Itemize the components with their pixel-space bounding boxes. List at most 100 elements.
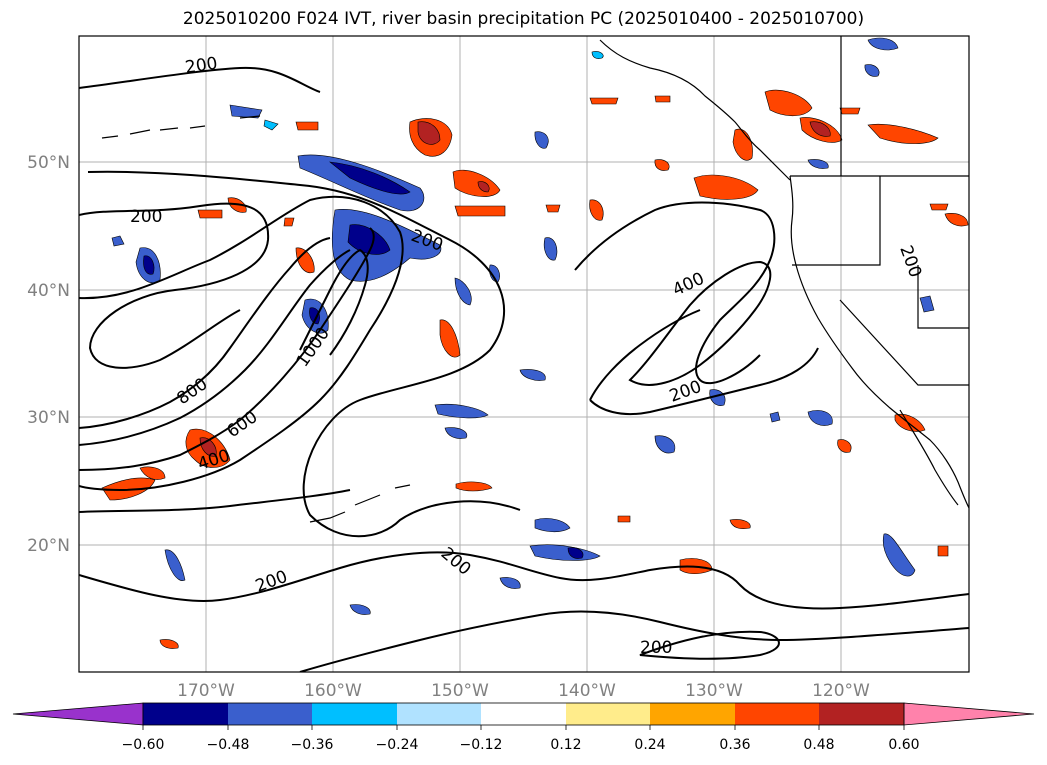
anomaly-patch bbox=[867, 123, 939, 144]
anomaly-patch bbox=[519, 369, 546, 381]
ivt-contour-400 bbox=[79, 227, 375, 471]
colorbar-tick-label: −0.12 bbox=[460, 737, 503, 753]
lat-label-20: 20°N bbox=[27, 536, 70, 556]
negative-anomaly-patches bbox=[111, 37, 935, 615]
anomaly-patch bbox=[617, 515, 631, 523]
anomaly-patch bbox=[929, 203, 949, 211]
colorbar-swatch bbox=[143, 703, 228, 725]
colorbar-tick-label: 0.36 bbox=[719, 737, 750, 753]
anomaly-patch bbox=[329, 161, 411, 195]
anomaly-patch bbox=[283, 217, 295, 227]
anomaly-patch bbox=[263, 119, 279, 131]
ivt-contour-200-bottom bbox=[639, 630, 780, 660]
anomaly-patch bbox=[839, 107, 861, 115]
anomaly-patch bbox=[693, 174, 759, 200]
anomaly-patch bbox=[295, 121, 319, 131]
ivt-contour-200-main bbox=[87, 170, 521, 538]
colorbar-swatch bbox=[481, 703, 566, 725]
lon-label-130w: 130°W bbox=[685, 681, 743, 701]
lat-label-30: 30°N bbox=[27, 408, 70, 428]
anomaly-patch bbox=[589, 199, 604, 221]
map-title: 2025010200 F024 IVT, river basin precipi… bbox=[182, 9, 865, 29]
colorbar-swatch bbox=[566, 703, 650, 725]
us-states-border-3 bbox=[839, 299, 969, 386]
colorbar-ticks bbox=[142, 725, 905, 730]
anomaly-patch bbox=[764, 89, 813, 117]
colorbar-tick-label: −0.60 bbox=[122, 737, 165, 753]
colorbar-swatch bbox=[735, 703, 819, 725]
baja-coast bbox=[899, 409, 959, 506]
us-states-border-2 bbox=[917, 265, 969, 329]
anomaly-patch bbox=[143, 255, 155, 275]
colorbar-swatch bbox=[228, 703, 312, 725]
anomaly-patch bbox=[229, 104, 263, 119]
coastlines bbox=[101, 36, 969, 523]
anomaly-patch bbox=[454, 205, 506, 217]
ivt-contour-200-southeast bbox=[589, 309, 819, 416]
anomaly-patch bbox=[867, 37, 899, 51]
colorbar-frame bbox=[142, 702, 905, 726]
anomaly-patch bbox=[444, 427, 468, 439]
anomaly-patch bbox=[807, 159, 829, 169]
anomaly-patch bbox=[347, 224, 391, 255]
anomaly-patch bbox=[454, 277, 472, 306]
north-america-coast bbox=[789, 175, 969, 509]
anomaly-patch bbox=[567, 547, 584, 559]
anomaly-patch bbox=[809, 121, 831, 137]
map-frame bbox=[78, 35, 970, 673]
anomaly-patch bbox=[499, 577, 521, 589]
anomaly-patch bbox=[837, 439, 852, 453]
aleutian-islands bbox=[101, 115, 261, 139]
anomaly-patch bbox=[591, 51, 604, 59]
colorbar-extend-low bbox=[12, 702, 144, 726]
ivt-contour-800 bbox=[79, 237, 331, 429]
anomaly-patch bbox=[534, 131, 549, 149]
map-body: 200 200 200 200 200 200 200 200 400 400 … bbox=[79, 36, 969, 672]
anomaly-patch bbox=[944, 213, 969, 227]
contour-label-200: 200 bbox=[184, 54, 219, 78]
ivt-contour-200-lower bbox=[299, 610, 969, 672]
anomaly-patch bbox=[729, 519, 751, 530]
lon-label-120w: 120°W bbox=[812, 681, 870, 701]
anomaly-patch bbox=[545, 204, 561, 213]
ivt-contour-200-south bbox=[79, 489, 351, 513]
colorbar-tick-label: 0.60 bbox=[888, 737, 919, 753]
anomaly-patch bbox=[309, 307, 320, 325]
colorbar: −0.60 −0.48 −0.36 −0.24 −0.12 0.12 0.24 … bbox=[12, 702, 1035, 753]
anomaly-patch bbox=[919, 295, 935, 313]
ivt-contour-400-east bbox=[628, 260, 772, 386]
anomaly-patch bbox=[164, 549, 186, 581]
lat-label-50: 50°N bbox=[27, 153, 70, 173]
anomaly-patch bbox=[111, 235, 125, 247]
ivt-contours bbox=[79, 66, 969, 672]
anomaly-patch bbox=[807, 410, 833, 426]
us-states-border-1 bbox=[792, 176, 881, 266]
anomaly-patch bbox=[139, 466, 166, 480]
anomaly-patch bbox=[654, 95, 671, 103]
lon-label-170w: 170°W bbox=[177, 681, 235, 701]
anomaly-patch bbox=[654, 435, 676, 454]
anomaly-patch bbox=[477, 181, 490, 193]
colorbar-tick-label: −0.24 bbox=[376, 737, 419, 753]
ivt-contour-200-tropical bbox=[79, 551, 969, 610]
anomaly-patch bbox=[769, 411, 781, 423]
colorbar-swatch bbox=[650, 703, 735, 725]
longitude-labels: 170°W 160°W 150°W 140°W 130°W 120°W bbox=[177, 681, 870, 701]
anomaly-patch bbox=[937, 545, 949, 557]
ivt-contour-400-outer bbox=[79, 195, 404, 492]
anomaly-patch bbox=[439, 319, 461, 358]
lat-label-40: 40°N bbox=[27, 281, 70, 301]
anomaly-patch bbox=[197, 209, 223, 219]
ivt-contour-1000 bbox=[299, 248, 369, 356]
colorbar-swatch bbox=[312, 703, 397, 725]
alaska-coast bbox=[599, 39, 791, 181]
anomaly-patch bbox=[882, 533, 916, 577]
ivt-contour-600 bbox=[79, 249, 351, 446]
colorbar-tick-label: −0.36 bbox=[291, 737, 334, 753]
colorbar-swatch bbox=[819, 703, 904, 725]
latitude-labels: 50°N 40°N 30°N 20°N bbox=[27, 153, 70, 556]
contour-label-200: 200 bbox=[130, 207, 162, 227]
colorbar-tick-label: −0.48 bbox=[207, 737, 250, 753]
lon-label-160w: 160°W bbox=[304, 681, 362, 701]
